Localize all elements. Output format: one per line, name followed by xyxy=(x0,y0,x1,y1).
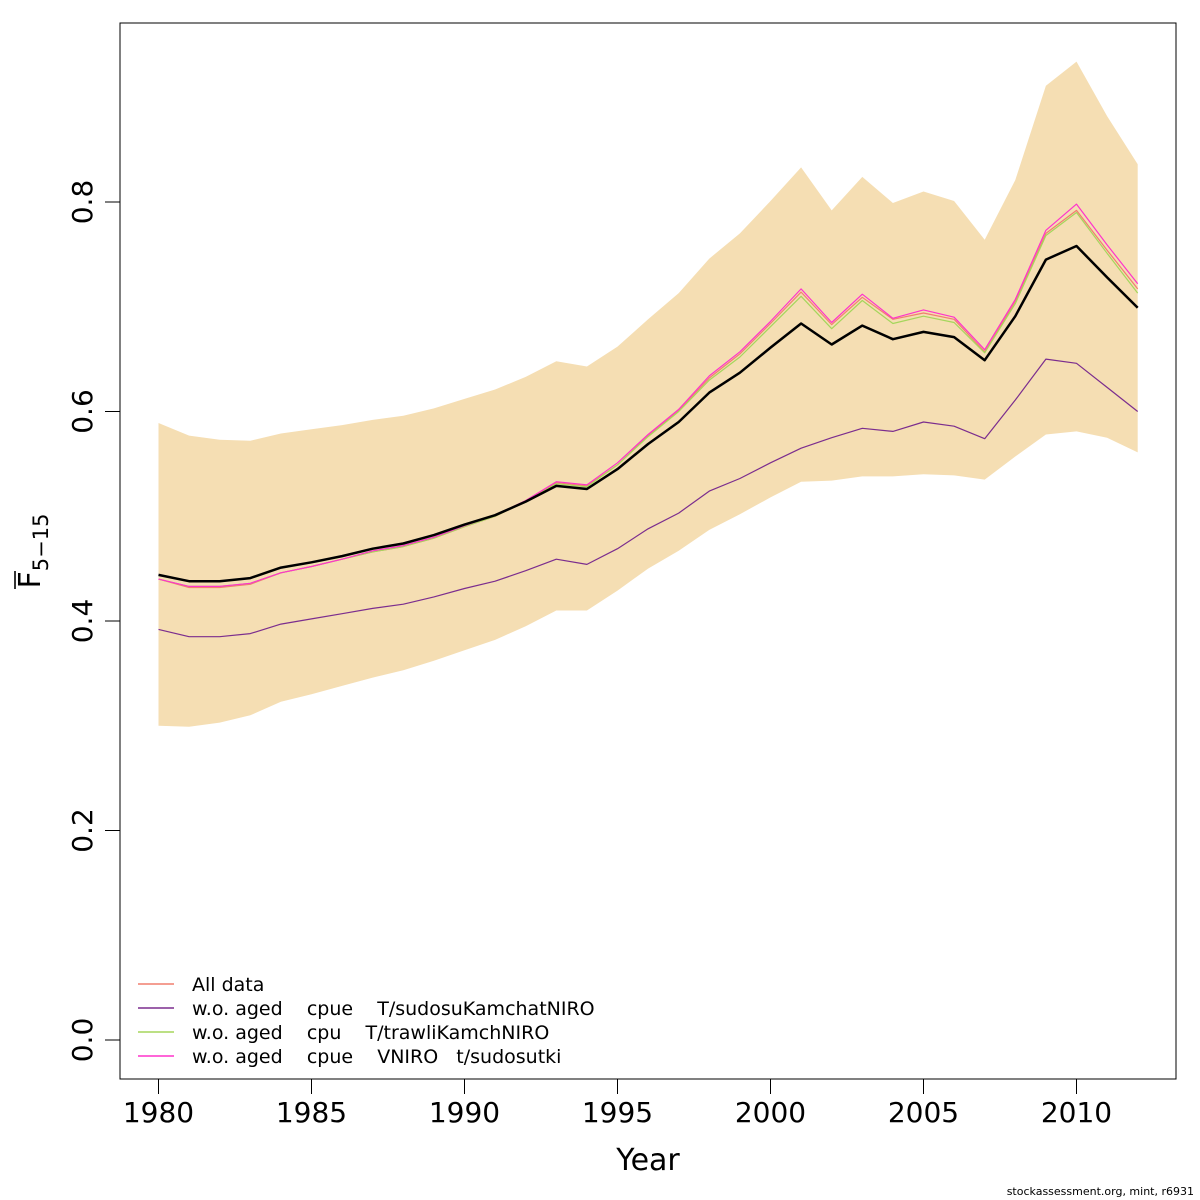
x-tick-label: 1980 xyxy=(123,1096,194,1129)
y-tick-label: 0.8 xyxy=(66,180,99,225)
confidence-band xyxy=(158,61,1138,727)
series-lines-layer xyxy=(158,203,1139,638)
x-tick-label: 1985 xyxy=(276,1096,347,1129)
y-axis: 0.0 0.2 0.4 0.6 0.8 xyxy=(66,180,121,1063)
y-axis-title-subscript: 5−15 xyxy=(29,514,53,572)
x-tick-label: 2000 xyxy=(735,1096,806,1129)
y-tick-label: 0.0 xyxy=(66,1018,99,1063)
series-line-2 xyxy=(158,358,1139,638)
footer-credit: stockassessment.org, mint, r6931 xyxy=(1006,1185,1194,1198)
x-tick-label: 2010 xyxy=(1041,1096,1112,1129)
y-tick-label: 0.6 xyxy=(66,389,99,434)
confidence-band-layer xyxy=(158,61,1138,727)
series-line-4 xyxy=(158,203,1139,588)
svg-text:F5−15: F5−15 xyxy=(13,514,53,589)
y-axis-title-main: F xyxy=(13,571,48,588)
legend-label-3: w.o. aged cpu T/trawliKamchNIRO xyxy=(192,1022,549,1044)
legend-label-4: w.o. aged cpue VNIRO t/sudosutki xyxy=(192,1046,561,1068)
legend-label-2: w.o. aged cpue T/sudosuKamchatNIRO xyxy=(192,998,595,1020)
y-tick-label: 0.4 xyxy=(66,599,99,644)
x-tick-label: 1995 xyxy=(582,1096,653,1129)
series-line-0 xyxy=(158,244,1139,583)
x-axis: 1980 1985 1990 1995 2000 2005 2010 xyxy=(123,1078,1112,1129)
x-axis-title: Year xyxy=(615,1143,680,1178)
legend-label-1: All data xyxy=(192,974,264,996)
y-axis-title: F5−15 xyxy=(13,514,53,589)
x-tick-label: 1990 xyxy=(429,1096,500,1129)
y-tick-label: 0.2 xyxy=(66,808,99,853)
x-tick-label: 2005 xyxy=(888,1096,959,1129)
